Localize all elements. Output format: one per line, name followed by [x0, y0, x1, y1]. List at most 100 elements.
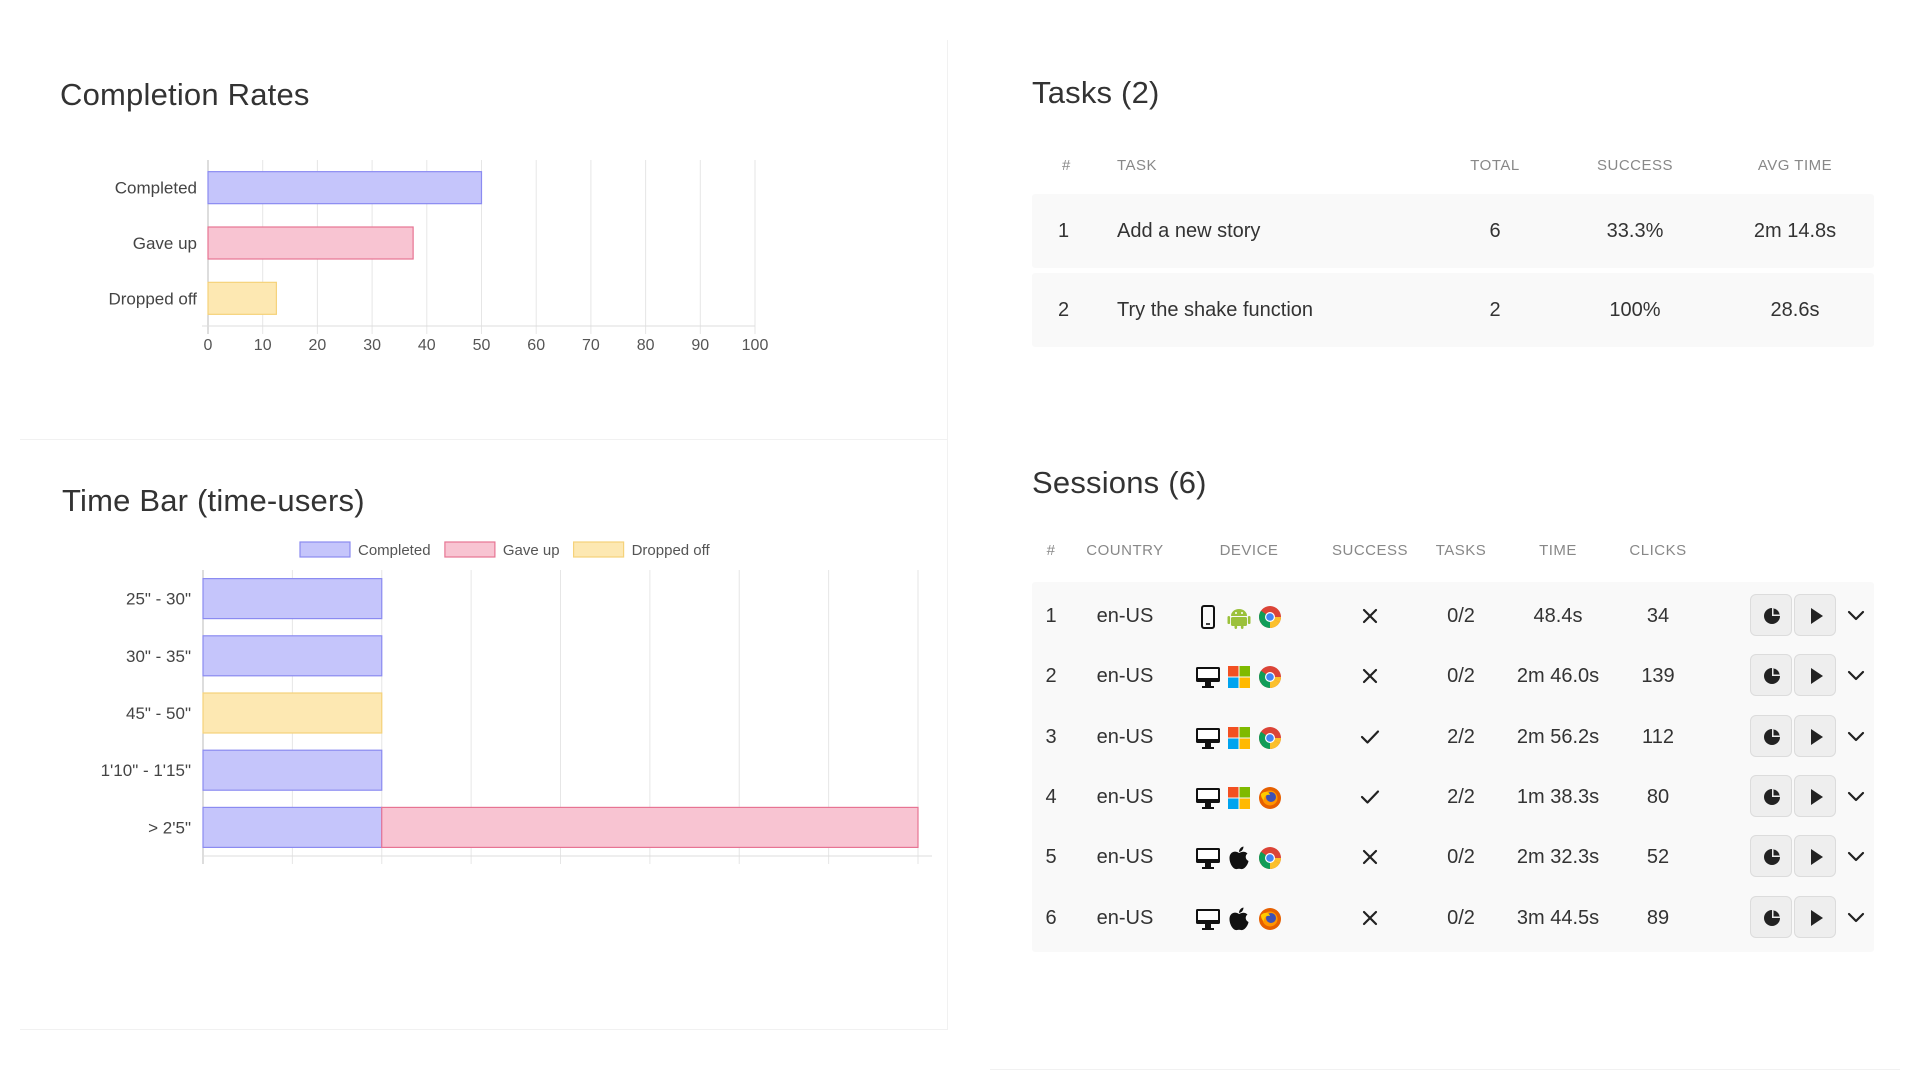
session-time: 48.4s: [1533, 605, 1583, 627]
tasks-header-total: TOTAL: [1470, 157, 1520, 174]
x-icon: [1356, 904, 1384, 932]
session-country: en-US: [1096, 785, 1154, 808]
android-icon: [1226, 604, 1252, 630]
session-num: 5: [1045, 846, 1057, 869]
session-time: 2m 46.0s: [1516, 665, 1600, 688]
time-bar-chart: Completed Gave up Dropped off 25" - 30" 30" …: [101, 541, 932, 864]
x-tick-label: 100: [742, 337, 769, 354]
bar: [207, 226, 414, 260]
tasks-header-success: SUCCESS: [1596, 157, 1674, 174]
firefox-icon: [1257, 906, 1283, 932]
time-bar-title: Time Bar (time-users): [62, 483, 365, 518]
y-tick-label: 25" - 30": [126, 590, 191, 609]
x-tick-label: 40: [418, 337, 436, 354]
chrome-icon: [1257, 725, 1283, 751]
session-time: 2m 32.3s: [1516, 846, 1600, 869]
session-row[interactable]: 2 en-US 0/2 2m 46.0s 139: [1032, 642, 1874, 711]
session-stats-button[interactable]: [1750, 654, 1792, 697]
session-stats-button[interactable]: [1750, 714, 1792, 757]
x-tick-label: 30: [363, 337, 381, 354]
session-play-button[interactable]: [1794, 895, 1836, 938]
session-time: 3m 44.5s: [1516, 906, 1600, 929]
session-row[interactable]: 4 en-US 2/2 1m 38.3s 80: [1032, 762, 1874, 831]
session-tasks: 0/2: [1447, 605, 1475, 627]
sessions-header-time: TIME: [1539, 542, 1577, 559]
session-country: en-US: [1096, 725, 1154, 748]
desktop-icon: [1195, 845, 1221, 871]
session-stats-button[interactable]: [1750, 594, 1792, 636]
session-row[interactable]: 5 en-US 0/2 2m 32.3s 52: [1032, 823, 1874, 892]
session-stats-button[interactable]: [1750, 835, 1792, 878]
session-tasks: 2/2: [1447, 785, 1475, 808]
session-expand-button[interactable]: [1838, 715, 1874, 757]
session-row[interactable]: 3 en-US 2/2 2m 56.2s 112: [1032, 702, 1874, 771]
apple-icon: [1226, 906, 1252, 932]
y-tick-label: Dropped off: [108, 289, 197, 308]
check-icon: [1356, 783, 1384, 811]
task-row[interactable]: 2 Try the shake function 2 100% 28.6s: [1032, 273, 1874, 347]
tasks-header-num: #: [1062, 157, 1071, 174]
x-icon: [1356, 662, 1384, 690]
legend-label: Dropped off: [632, 542, 711, 559]
task-name: Try the shake function: [1117, 299, 1314, 321]
session-country: en-US: [1096, 846, 1154, 869]
session-clicks: 80: [1646, 785, 1670, 808]
y-tick-label: Completed: [115, 179, 197, 198]
task-num: 1: [1058, 220, 1070, 242]
session-row[interactable]: 1 en-US 0/2 48.4s 34: [1032, 582, 1874, 650]
session-expand-button[interactable]: [1838, 896, 1874, 938]
bar-segment: [202, 692, 383, 734]
bar-segment: [202, 749, 383, 791]
desktop-icon: [1195, 906, 1221, 932]
tasks-panel: Tasks (2) # TASK TOTAL SUCCESS AVG TIME …: [990, 40, 1900, 420]
session-clicks: 112: [1642, 725, 1674, 748]
session-country: en-US: [1096, 605, 1154, 627]
firefox-icon: [1257, 785, 1283, 811]
windows-icon: [1226, 785, 1252, 811]
session-expand-button[interactable]: [1838, 654, 1874, 696]
tasks-header-task: TASK: [1117, 157, 1158, 174]
x-tick-label: 50: [473, 337, 491, 354]
apple-icon: [1226, 845, 1252, 871]
session-play-button[interactable]: [1794, 835, 1836, 878]
session-tasks: 2/2: [1447, 725, 1475, 748]
tasks-header-avg-time: AVG TIME: [1757, 157, 1833, 174]
session-play-button[interactable]: [1794, 774, 1836, 817]
tasks-title: Tasks (2): [1032, 75, 1160, 110]
session-play-button[interactable]: [1794, 594, 1836, 636]
windows-icon: [1226, 664, 1252, 690]
desktop-icon: [1195, 725, 1221, 751]
check-icon: [1356, 723, 1384, 751]
session-row[interactable]: 6 en-US 0/2 3m 44.5s 89: [1032, 883, 1874, 952]
x-icon: [1356, 602, 1384, 630]
sessions-panel: Sessions (6) # COUNTRY DEVICE SUCCESS TA…: [990, 430, 1900, 1070]
session-stats-button[interactable]: [1750, 895, 1792, 938]
bar-segment: [381, 806, 919, 848]
session-num: 1: [1045, 605, 1057, 627]
session-play-button[interactable]: [1794, 654, 1836, 697]
x-tick-label: 70: [582, 337, 600, 354]
x-tick-label: 20: [309, 337, 327, 354]
task-row[interactable]: 1 Add a new story 6 33.3% 2m 14.8s: [1032, 194, 1874, 268]
session-expand-button[interactable]: [1838, 594, 1874, 636]
session-expand-button[interactable]: [1838, 775, 1874, 817]
x-tick-label: 10: [254, 337, 272, 354]
y-tick-label: 30" - 35": [126, 647, 191, 666]
bar-segment: [202, 577, 383, 620]
session-play-button[interactable]: [1794, 714, 1836, 757]
legend-label: Gave up: [503, 542, 560, 559]
bar: [207, 281, 277, 315]
legend-swatch: [572, 541, 625, 558]
completion-rates-panel: Completion Rates 0 10 20 30 40 50 60 70 80 90 100 C…: [20, 40, 948, 440]
legend-label: Completed: [358, 542, 431, 559]
task-total: 6: [1489, 220, 1501, 242]
session-clicks: 89: [1646, 906, 1670, 929]
session-clicks: 139: [1641, 665, 1675, 688]
session-expand-button[interactable]: [1838, 835, 1874, 877]
y-tick-label: 1'10" - 1'15": [101, 761, 191, 780]
completion-rates-chart: 0 10 20 30 40 50 60 70 80 90 100 Completed Gave up Dr…: [108, 160, 769, 354]
session-stats-button[interactable]: [1750, 774, 1792, 817]
y-tick-label: > 2'5": [148, 818, 191, 837]
x-tick-label: 60: [527, 337, 545, 354]
task-name: Add a new story: [1117, 220, 1261, 242]
